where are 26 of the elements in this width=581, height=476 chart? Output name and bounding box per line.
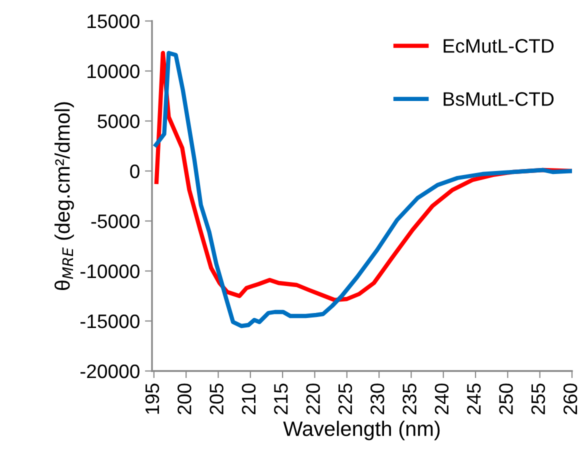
x-tick-label: 250 xyxy=(499,384,513,414)
y-tick-label: -10000 xyxy=(80,264,140,278)
x-tick-label: 215 xyxy=(274,384,288,414)
x-tick-label: 260 xyxy=(563,384,578,414)
x-tick-label: 255 xyxy=(531,384,546,414)
x-tick-label: 200 xyxy=(178,384,192,414)
legend-label: BsMutL-CTD xyxy=(444,92,554,106)
x-tick-label: 225 xyxy=(338,384,352,414)
y-tick-label: 0 xyxy=(130,164,140,178)
x-tick-label: 230 xyxy=(370,384,384,414)
x-tick-label: 210 xyxy=(242,384,256,414)
y-tick-label: -20000 xyxy=(80,364,140,378)
y-tick-label: 15000 xyxy=(88,14,140,28)
y-tick-label: -5000 xyxy=(91,214,140,228)
x-tick-label: 240 xyxy=(434,384,449,414)
y-tick-label: 5000 xyxy=(98,114,140,128)
x-axis-title: Wavelength (nm) xyxy=(283,420,440,440)
x-tick-label: 205 xyxy=(210,384,224,414)
y-tick-label: -15000 xyxy=(80,314,140,328)
x-tick-label: 220 xyxy=(306,384,320,414)
y-tick-label: 10000 xyxy=(88,64,140,78)
legend-label: EcMutL-CTD xyxy=(444,39,554,53)
x-tick-label: 235 xyxy=(402,384,416,414)
y-axis-title: θ$_{MRE}$ (deg.cm²/dmol) xyxy=(54,102,74,290)
x-tick-label: 195 xyxy=(145,384,160,414)
x-tick-label: 245 xyxy=(466,384,481,414)
